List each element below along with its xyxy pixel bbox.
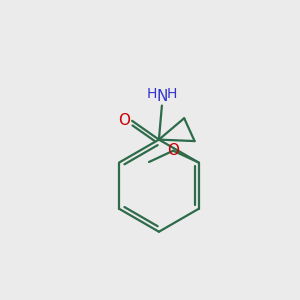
Text: H: H [167,87,177,101]
Text: H: H [147,87,157,101]
Text: O: O [167,143,179,158]
Text: N: N [156,89,168,104]
Text: O: O [118,113,130,128]
